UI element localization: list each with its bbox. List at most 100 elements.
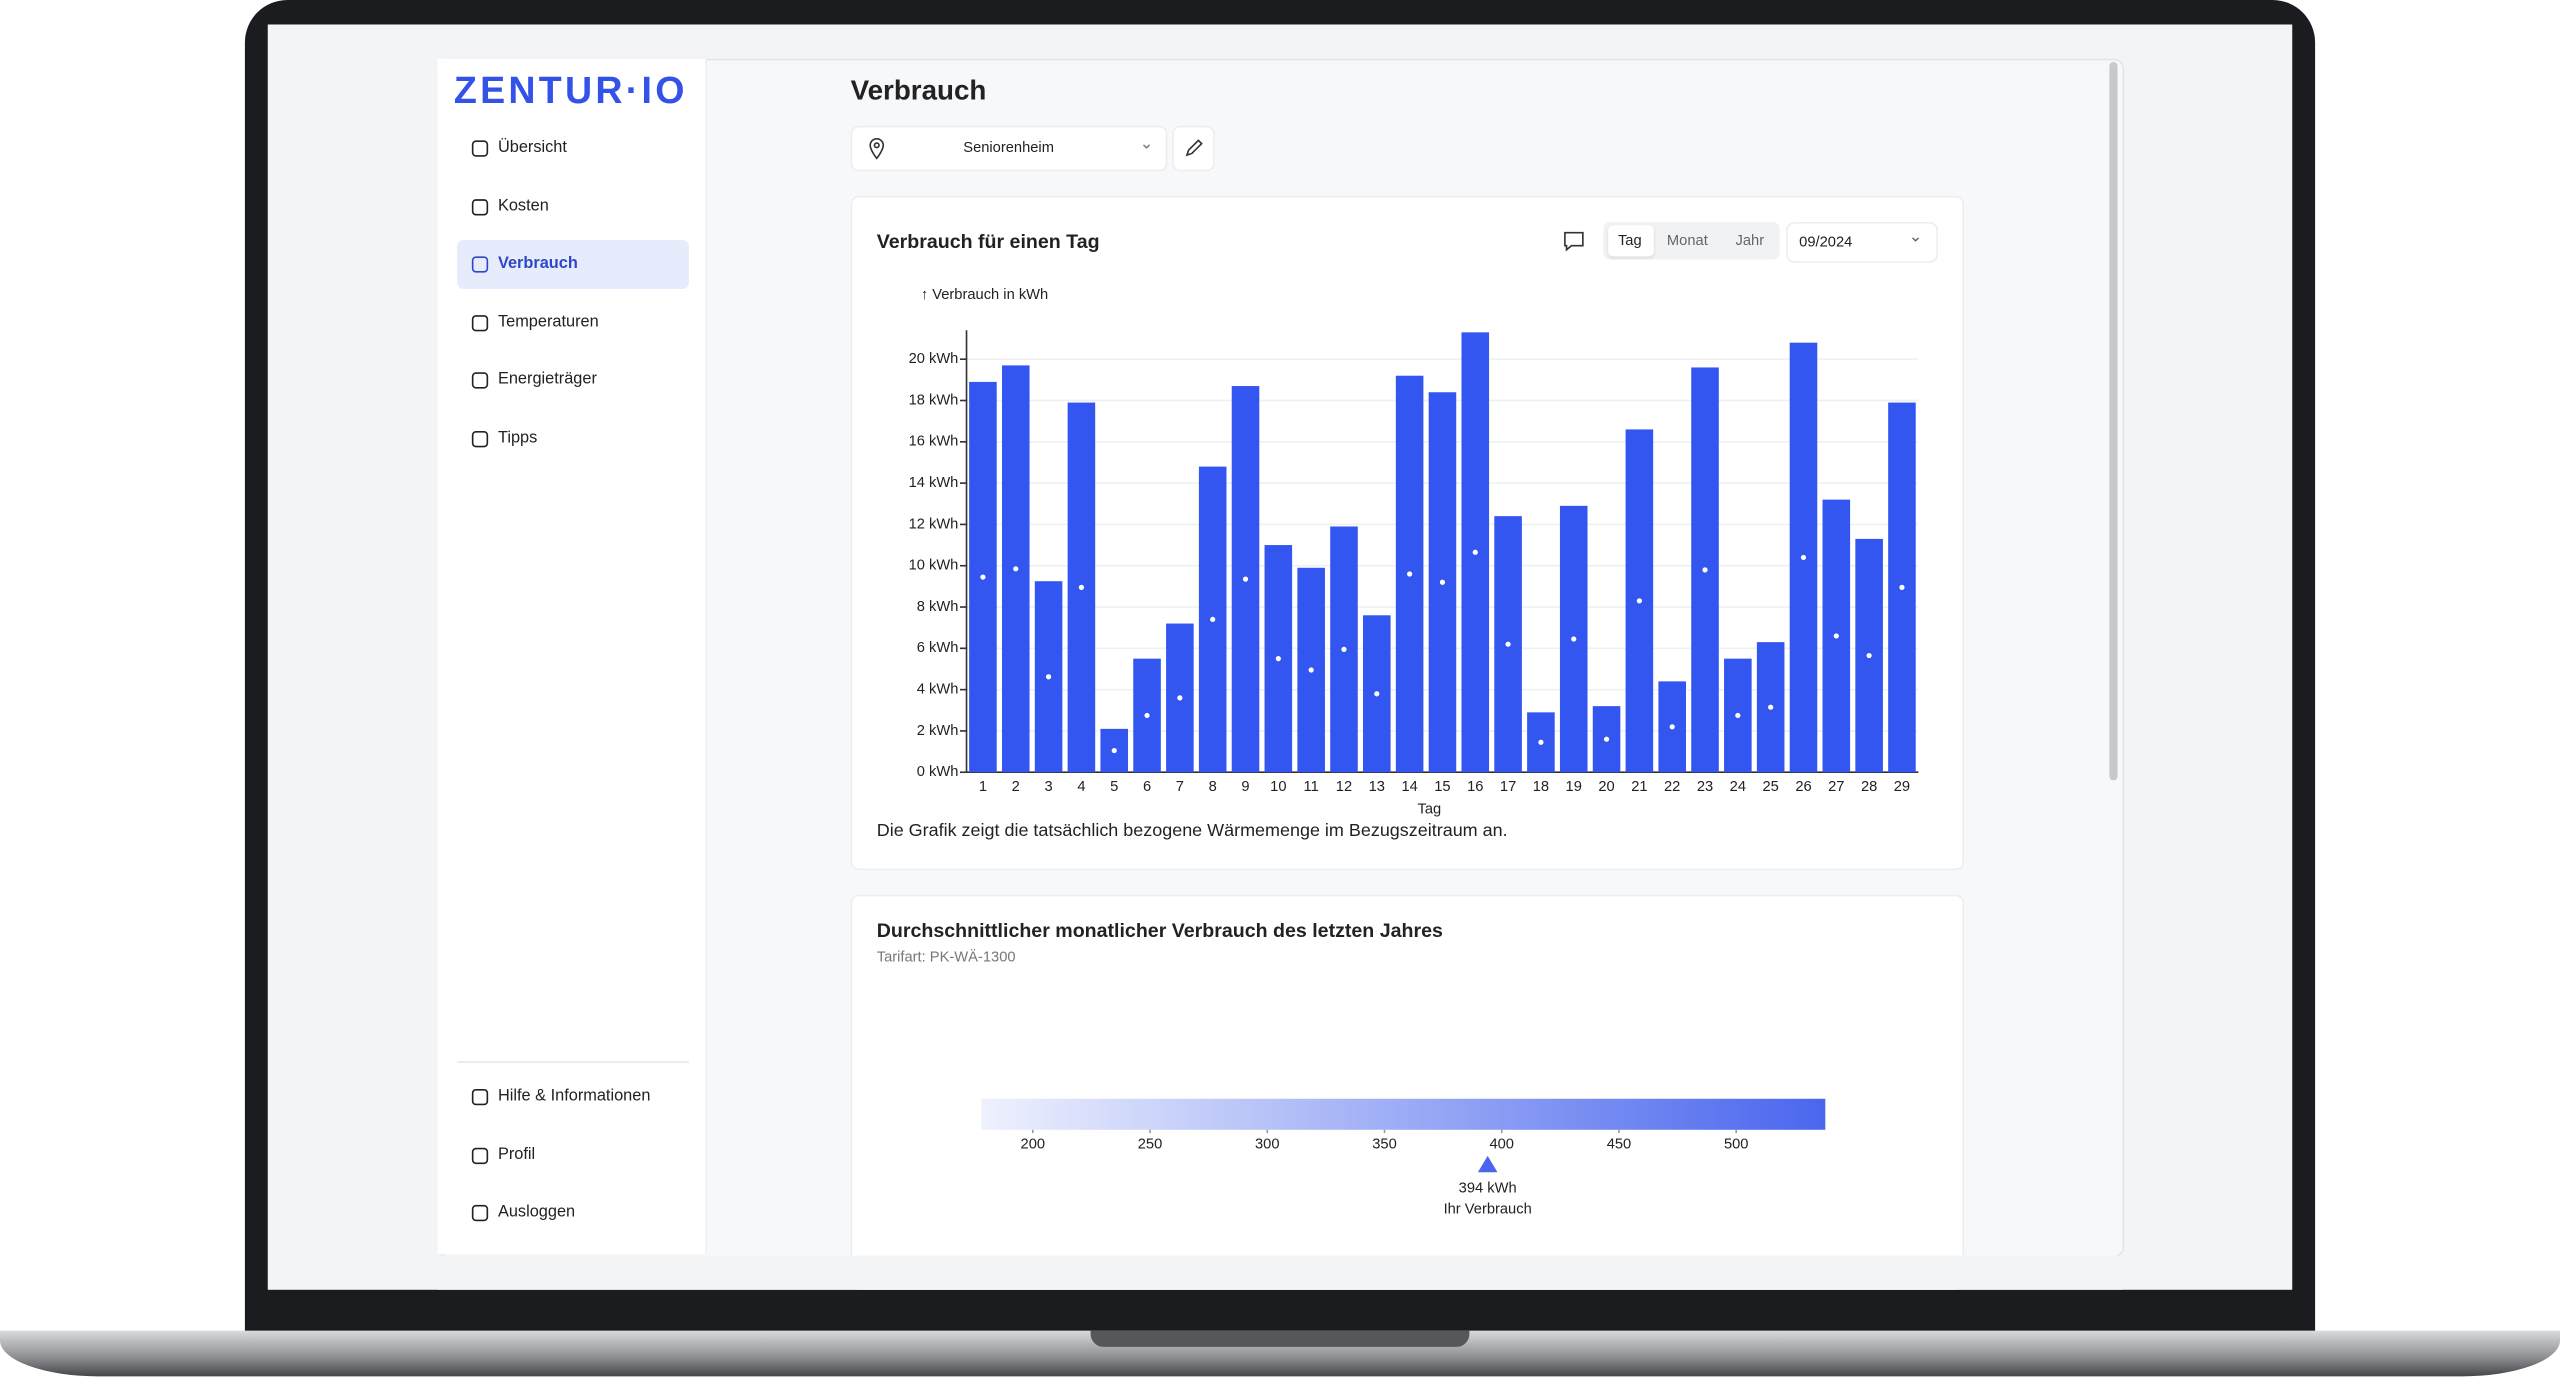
- y-tick-label: 2 kWh: [917, 723, 959, 739]
- chart-subtitle: Tarifart: PK-WÄ-1300: [876, 948, 1016, 965]
- x-tick-label: 8: [1209, 779, 1217, 795]
- y-tick-label: 0 kWh: [917, 764, 959, 780]
- nav-icon: [471, 1146, 489, 1164]
- bar-dot: [1865, 651, 1874, 660]
- edit-button[interactable]: [1172, 125, 1215, 172]
- x-tick-label: 22: [1664, 779, 1680, 795]
- nav-icon: [471, 198, 489, 215]
- x-tick-label: 11: [1304, 779, 1319, 795]
- nav-label: Profil: [497, 1145, 536, 1164]
- period-label: 09/2024: [1799, 233, 1853, 250]
- nav-item[interactable]: Energieträger: [457, 356, 689, 405]
- scrollbar[interactable]: [2109, 62, 2118, 781]
- bar-dot: [1274, 654, 1283, 663]
- comment-icon[interactable]: [1562, 230, 1585, 252]
- tab[interactable]: Monat: [1666, 231, 1708, 249]
- pencil-icon: [1185, 139, 1203, 157]
- pin-icon: [869, 137, 885, 160]
- bar-dot: [1766, 703, 1775, 712]
- x-tick-label: 27: [1828, 779, 1844, 795]
- nav-label: Hilfe & Informationen: [497, 1087, 651, 1106]
- nav-icon: [471, 372, 489, 389]
- bar-dot: [1504, 640, 1513, 649]
- nav-label: Tipps: [497, 428, 538, 447]
- bar-dot: [1044, 672, 1053, 681]
- nav-icon: [471, 1088, 489, 1106]
- bar-dot: [1832, 632, 1841, 640]
- bar-dot: [1438, 578, 1447, 587]
- chart-note: Die Grafik zeigt die tatsächlich bezogen…: [876, 821, 1508, 841]
- x-tick-label: 3: [1044, 779, 1052, 795]
- x-tick-label: 15: [1434, 779, 1450, 795]
- notch: [1090, 1330, 1470, 1347]
- nav-icon: [471, 256, 489, 273]
- average-card: [850, 894, 1965, 1290]
- nav-item[interactable]: Tipps: [457, 414, 689, 463]
- x-tick-label: 18: [1533, 779, 1549, 795]
- location-select[interactable]: Seniorenheim ⌄: [850, 125, 1168, 172]
- bar-dot: [1733, 711, 1742, 720]
- x-tick-label: 21: [1631, 779, 1647, 795]
- nav-item[interactable]: Profil: [457, 1131, 689, 1180]
- y-tick-label: 4 kWh: [917, 682, 959, 698]
- nav-label: Energieträger: [497, 370, 597, 389]
- tab-active-bg: [1608, 225, 1654, 257]
- nav-item[interactable]: Hilfe & Informationen: [457, 1073, 689, 1122]
- bar-dot: [1077, 583, 1086, 592]
- bar-dot: [1799, 553, 1808, 562]
- x-tick-label: 6: [1143, 779, 1151, 795]
- x-tick-label: 14: [1401, 779, 1417, 795]
- x-axis-label: Tag: [1418, 802, 1442, 818]
- x-tick-label: 1: [979, 779, 987, 795]
- x-tick-label: 28: [1861, 779, 1877, 795]
- y-tick-label: 6 kWh: [917, 640, 959, 656]
- location-label: Seniorenheim: [963, 138, 1054, 156]
- gauge-scale: [981, 1098, 1826, 1130]
- bar-dot: [1536, 738, 1545, 747]
- chart-title: Verbrauch für einen Tag: [876, 230, 1100, 254]
- period-select[interactable]: 09/2024 ⌄: [1786, 222, 1938, 263]
- nav-label: Kosten: [497, 196, 549, 215]
- nav-icon: [471, 140, 489, 157]
- bar-dot: [1110, 746, 1119, 755]
- window-bottom: [437, 1255, 2123, 1290]
- logo[interactable]: ZENTUR·IO: [453, 68, 688, 112]
- x-tick-label: 20: [1598, 779, 1614, 795]
- x-tick-label: 16: [1467, 779, 1483, 795]
- y-axis-label: ↑ Verbrauch in kWh: [920, 285, 1049, 303]
- nav-item[interactable]: Übersicht: [457, 124, 689, 173]
- y-tick-label: 18 kWh: [909, 392, 959, 408]
- tab[interactable]: Tag: [1617, 231, 1642, 249]
- bar-dot: [1175, 693, 1184, 702]
- x-tick-label: 200: [1021, 1136, 1046, 1152]
- bar-dot: [1307, 666, 1316, 674]
- bar-dot: [1405, 570, 1414, 578]
- nav-label: Übersicht: [497, 138, 567, 157]
- x-tick-label: 9: [1241, 779, 1249, 795]
- page-title: Verbrauch: [850, 75, 987, 107]
- value-label: 394 kWh: [1459, 1180, 1517, 1196]
- nav-item[interactable]: Ausloggen: [457, 1189, 689, 1238]
- nav-label: Temperaturen: [497, 312, 599, 331]
- chart-title: Durchschnittlicher monatlicher Verbrauch…: [876, 919, 1443, 943]
- nav-item[interactable]: Temperaturen: [457, 298, 689, 347]
- x-tick-label: 400: [1489, 1136, 1514, 1152]
- bar-dot: [1898, 583, 1906, 592]
- bar-dot: [1602, 735, 1611, 744]
- nav-item[interactable]: Verbrauch: [457, 239, 689, 289]
- bar-dot: [1241, 575, 1250, 584]
- x-tick-label: 12: [1336, 779, 1352, 795]
- bar-dot: [1340, 645, 1348, 654]
- nav-icon: [471, 430, 489, 447]
- x-tick-label: 17: [1500, 779, 1516, 795]
- x-tick-label: 450: [1607, 1136, 1632, 1152]
- nav-item[interactable]: Kosten: [457, 182, 689, 231]
- bar-dot: [1668, 722, 1677, 731]
- chevron: ⌄: [1139, 135, 1154, 154]
- bar-dot: [979, 573, 987, 581]
- x-tick-label: 10: [1270, 779, 1286, 795]
- x-tick-label: 4: [1077, 779, 1085, 795]
- tab[interactable]: Jahr: [1735, 231, 1765, 249]
